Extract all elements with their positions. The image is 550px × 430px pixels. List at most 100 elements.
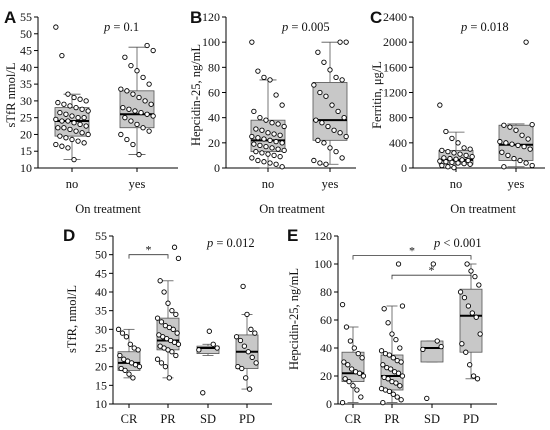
panel-a-point — [59, 52, 65, 59]
panel-d-ytick-label: 30 — [95, 322, 107, 336]
panel-e: E Hepcidin-25, ng/mL p < 0.001 0 20 40 60 80… — [287, 226, 497, 426]
panel-a-ytick-label: 30 — [20, 94, 32, 108]
panel-b-point — [327, 145, 333, 151]
panel-b-point — [317, 160, 323, 166]
panel-e-point — [420, 346, 426, 353]
panel-b-point — [255, 157, 261, 164]
panel-a-point — [57, 109, 63, 116]
panel-d-category-label: SD — [200, 412, 216, 426]
panel-c-point — [519, 132, 525, 138]
panel-b-point — [321, 140, 327, 146]
panel-e-point — [359, 355, 365, 361]
panel-c-point — [497, 138, 503, 145]
panel-a-ytick-label: 15 — [20, 144, 32, 158]
panel-a-point — [67, 103, 73, 109]
panel-c-ytick-label: 800 — [389, 111, 407, 125]
panel-e-point — [355, 350, 361, 357]
panel-d-point — [249, 354, 255, 360]
panel-e-point — [467, 362, 473, 368]
panel-d-category-label: PR — [160, 412, 176, 426]
panel-a-ytick-label: 10 — [20, 161, 32, 175]
panel-c-point — [449, 135, 455, 142]
panel-c-point — [507, 124, 513, 130]
panel-d-pvalue: p = 0.012 — [206, 236, 255, 250]
panel-b-point — [265, 151, 271, 157]
panel-b-point — [261, 159, 267, 165]
panel-e-point — [434, 338, 440, 344]
panel-d-ylabel: sTfR, nmol/L — [65, 285, 79, 353]
panel-c-point — [511, 155, 517, 162]
panel-e-point — [345, 362, 351, 368]
panel-a-point — [69, 136, 75, 143]
panel-a-point — [69, 113, 75, 119]
panel-d-point — [244, 311, 250, 318]
panel-b-point — [257, 142, 263, 149]
panel-b-point — [333, 148, 339, 155]
panel-b-point — [273, 92, 279, 98]
panel-e-ytick-label: 0 — [326, 397, 332, 411]
panel-b-point — [263, 117, 269, 123]
panel-c-point — [517, 157, 523, 164]
panel-a-point — [71, 156, 77, 163]
panel-d-point — [123, 334, 130, 340]
panel-b-point — [255, 68, 261, 74]
panel-e-point — [472, 273, 478, 280]
panel-d-point — [115, 326, 122, 332]
panel-c-point — [445, 164, 451, 170]
panel-b-point — [253, 126, 259, 132]
panel-e-category-label: SD — [424, 412, 440, 426]
panel-a-point — [136, 94, 142, 101]
panel-c: C Ferritin, μg/L On treatment p = 0.018 … — [370, 8, 545, 216]
panel-a-category-label: yes — [129, 177, 146, 191]
panel-e-point — [385, 376, 391, 382]
panel-b-point — [279, 164, 285, 170]
panel-a-point — [118, 86, 124, 92]
panel-e-significance-bracket — [391, 274, 472, 280]
panel-e-point — [358, 394, 364, 400]
panel-a-point — [130, 91, 136, 97]
panel-a-point — [118, 131, 124, 138]
panel-e-point — [380, 399, 386, 406]
panel-d-point — [154, 356, 161, 362]
panel-b-point — [269, 120, 275, 126]
panel-a-point — [83, 98, 89, 104]
panel-b-point — [267, 77, 273, 83]
panel-e-ytick-label: 100 — [314, 257, 332, 271]
panel-c-point — [439, 162, 445, 169]
panel-b-point — [273, 138, 279, 145]
panel-b-letter: B — [190, 8, 202, 27]
panel-a-point — [150, 113, 156, 119]
panel-e-point — [469, 310, 475, 316]
panel-c-point — [437, 102, 443, 108]
panel-e-point — [398, 397, 404, 403]
panel-e-point — [470, 373, 477, 379]
panel-e-ytick-label: 80 — [320, 285, 332, 299]
panel-d-point — [171, 244, 178, 250]
panel-d-point — [248, 326, 254, 332]
panel-b-point — [269, 145, 275, 151]
panel-b-point — [275, 121, 281, 127]
panel-c-point — [449, 159, 455, 165]
panel-e-point — [390, 391, 396, 397]
panel-b-point — [321, 59, 327, 65]
panel-a-ytick-label: 50 — [20, 27, 32, 41]
panel-e-point — [354, 387, 360, 393]
panel-d-point — [169, 308, 175, 314]
panel-e-point — [343, 324, 350, 330]
panel-c-point — [505, 152, 511, 159]
panel-a-point — [59, 143, 65, 149]
panel-c-point — [469, 154, 475, 160]
panel-b-point — [341, 115, 347, 121]
panel-e-point — [438, 343, 444, 350]
panel-e-point — [341, 359, 347, 365]
panel-d-point — [165, 300, 171, 306]
panel-b-point — [253, 148, 259, 155]
panel-a-point — [61, 101, 67, 107]
panel-a-point — [150, 47, 156, 54]
panel-a-point — [65, 118, 71, 124]
panel-c-point — [461, 145, 467, 151]
panel-a-point — [134, 121, 140, 128]
panel-a-point — [73, 128, 79, 134]
panel-d-point — [237, 337, 244, 344]
panel-a-point — [138, 109, 144, 116]
